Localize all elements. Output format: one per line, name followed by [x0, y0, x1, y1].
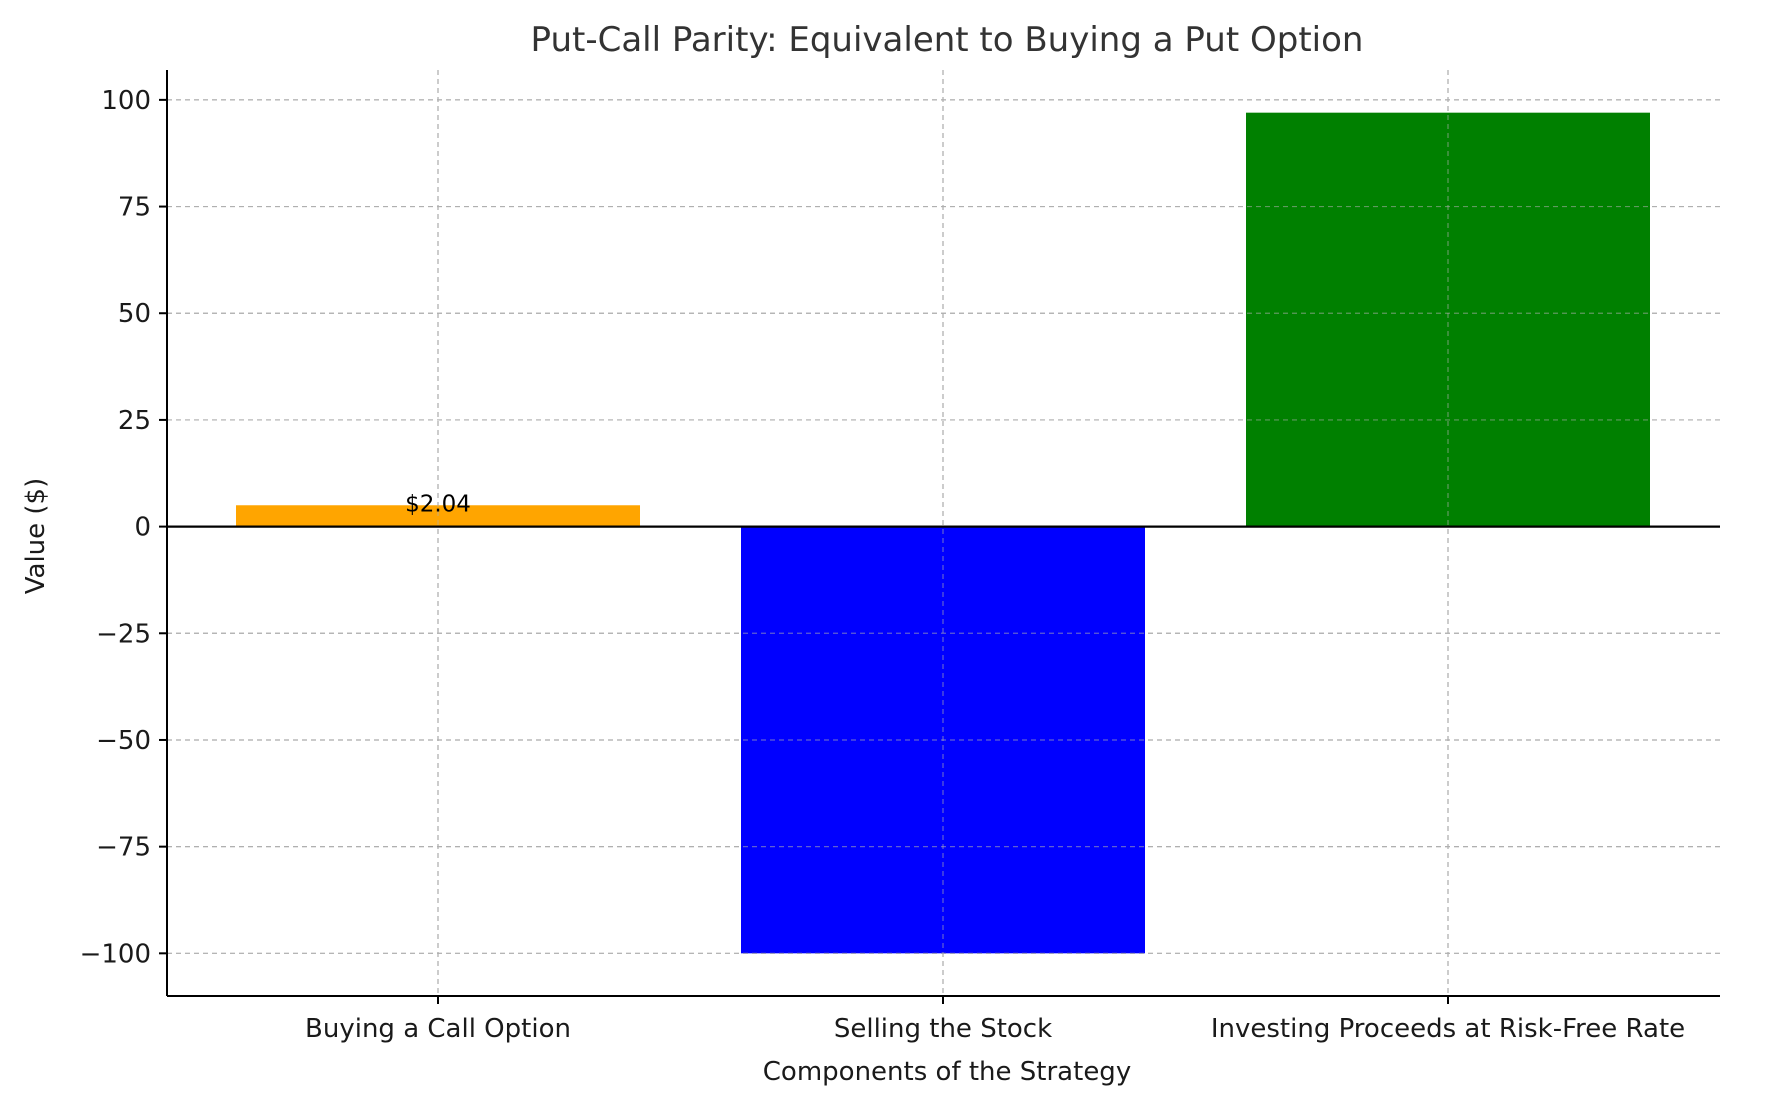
x-tick-label-0: Buying a Call Option	[305, 1014, 571, 1044]
bar-2	[1246, 112, 1650, 527]
grid-overlay	[167, 70, 1720, 996]
y-tick-label-6: 50	[118, 299, 151, 329]
x-axis-label: Components of the Strategy	[763, 1057, 1131, 1087]
chart-title: Put-Call Parity: Equivalent to Buying a …	[531, 20, 1364, 60]
y-tick-label-3: −25	[96, 619, 151, 649]
data-label-0: $2.04	[405, 491, 471, 517]
y-tick-label-4: 0	[134, 513, 151, 543]
y-tick-label-2: −50	[96, 726, 151, 756]
y-tick-label-7: 75	[118, 193, 151, 223]
y-tick-label-0: −100	[80, 939, 151, 969]
data-labels: $2.04	[405, 491, 471, 517]
x-tick-label-1: Selling the Stock	[834, 1014, 1052, 1044]
y-tick-label-8: 100	[101, 86, 151, 116]
bars	[167, 70, 1720, 996]
y-tick-label-1: −75	[96, 833, 151, 863]
y-tick-label-5: 25	[118, 406, 151, 436]
x-ticks: Buying a Call Option Selling the Stock Inv…	[305, 996, 1685, 1044]
y-ticks: −100 −75 −50 −25 0 25 50 75 100	[80, 86, 167, 969]
x-tick-label-2: Investing Proceeds at Risk-Free Rate	[1211, 1014, 1685, 1044]
y-axis-label: Value ($)	[21, 478, 51, 595]
